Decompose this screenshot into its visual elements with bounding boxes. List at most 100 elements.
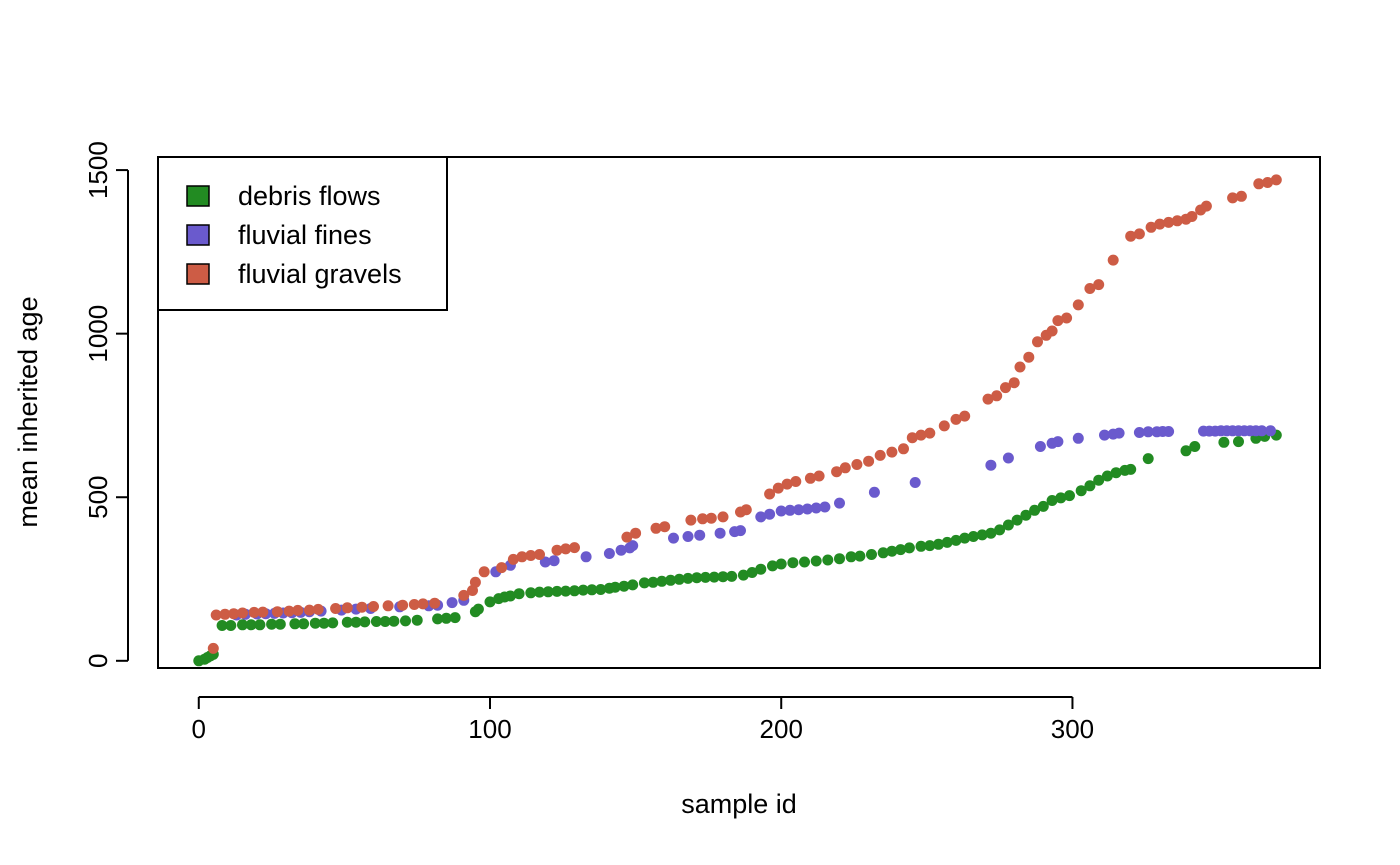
data-point — [504, 590, 516, 602]
data-point — [967, 531, 979, 542]
y-tick-label: 1000 — [83, 305, 113, 363]
data-point — [1125, 463, 1137, 475]
data-point — [784, 504, 796, 516]
data-point — [950, 534, 962, 546]
data-point — [659, 521, 671, 533]
data-point — [1189, 441, 1201, 452]
x-axis-label: sample id — [681, 789, 797, 819]
data-point — [691, 572, 703, 584]
legend-label: fluvial fines — [238, 220, 372, 250]
data-point — [976, 529, 988, 541]
data-point — [219, 608, 231, 620]
data-point — [903, 542, 915, 554]
data-point — [959, 410, 971, 422]
x-axis: 0 100 200 300 — [192, 696, 1094, 744]
data-point — [801, 503, 813, 515]
data-point — [618, 580, 630, 592]
data-point — [271, 606, 283, 618]
data-point — [446, 597, 458, 609]
data-point — [472, 603, 484, 615]
data-point — [1262, 177, 1274, 188]
data-point — [915, 429, 927, 441]
data-point — [534, 549, 545, 560]
data-point — [1154, 218, 1166, 230]
data-point — [755, 511, 767, 523]
data-point — [1110, 467, 1122, 479]
data-point — [627, 540, 639, 552]
data-point — [248, 606, 260, 618]
data-point — [210, 609, 222, 621]
data-point — [621, 531, 633, 543]
data-point — [408, 599, 420, 610]
data-point — [1011, 514, 1023, 526]
data-point — [341, 616, 353, 628]
data-point — [834, 497, 845, 509]
y-axis: 0 500 1000 1500 — [83, 141, 129, 668]
data-point — [863, 455, 875, 467]
data-point — [924, 427, 936, 439]
y-tick-label: 0 — [83, 654, 113, 668]
data-point — [959, 532, 971, 544]
data-point — [356, 601, 368, 613]
data-point — [764, 488, 776, 500]
data-point — [790, 476, 802, 487]
data-point — [525, 587, 537, 599]
data-point — [1107, 254, 1119, 266]
data-point — [717, 511, 729, 523]
data-point — [289, 618, 301, 630]
data-point — [1142, 453, 1154, 465]
data-point — [379, 616, 391, 627]
data-point — [1000, 382, 1011, 394]
data-point — [933, 538, 944, 550]
data-point — [831, 466, 843, 478]
data-point — [851, 459, 863, 470]
data-point — [1133, 427, 1145, 438]
data-point — [449, 612, 461, 624]
data-point — [685, 514, 697, 526]
data-point — [1186, 211, 1198, 222]
data-point — [1180, 445, 1192, 457]
data-point — [1113, 427, 1125, 439]
data-point — [682, 531, 694, 542]
data-point — [615, 544, 627, 556]
data-point — [458, 589, 470, 601]
data-point — [548, 555, 560, 567]
legend-swatch — [186, 185, 210, 207]
data-point — [560, 543, 572, 555]
data-point — [1046, 325, 1058, 337]
data-point — [257, 606, 269, 618]
data-point — [1101, 470, 1113, 482]
data-point — [717, 571, 729, 583]
data-point — [382, 600, 394, 612]
legend: debris flows fluvial fines fluvial gravels — [157, 156, 448, 311]
data-point — [810, 555, 822, 567]
data-point — [1233, 436, 1244, 448]
data-point — [868, 486, 880, 498]
data-point — [787, 557, 799, 569]
data-point — [781, 478, 793, 490]
data-point — [1171, 215, 1183, 227]
data-point — [1235, 190, 1247, 202]
data-point — [388, 615, 400, 627]
y-tick-label: 1500 — [83, 141, 113, 199]
data-point — [924, 540, 936, 552]
data-point — [1145, 221, 1157, 233]
data-point — [1029, 504, 1041, 516]
data-point — [985, 459, 997, 471]
data-point — [1055, 492, 1067, 504]
data-point — [397, 599, 409, 611]
data-point — [551, 544, 563, 556]
data-point — [330, 603, 342, 614]
data-point — [700, 571, 711, 583]
data-point — [225, 620, 237, 631]
data-point — [804, 472, 816, 484]
data-point — [312, 603, 324, 615]
data-point — [1133, 228, 1145, 240]
data-point — [586, 584, 598, 596]
data-point — [577, 584, 589, 596]
data-point — [303, 604, 315, 616]
data-point — [525, 550, 537, 561]
series-fluvial-fines — [231, 425, 1276, 621]
data-point — [866, 549, 877, 560]
